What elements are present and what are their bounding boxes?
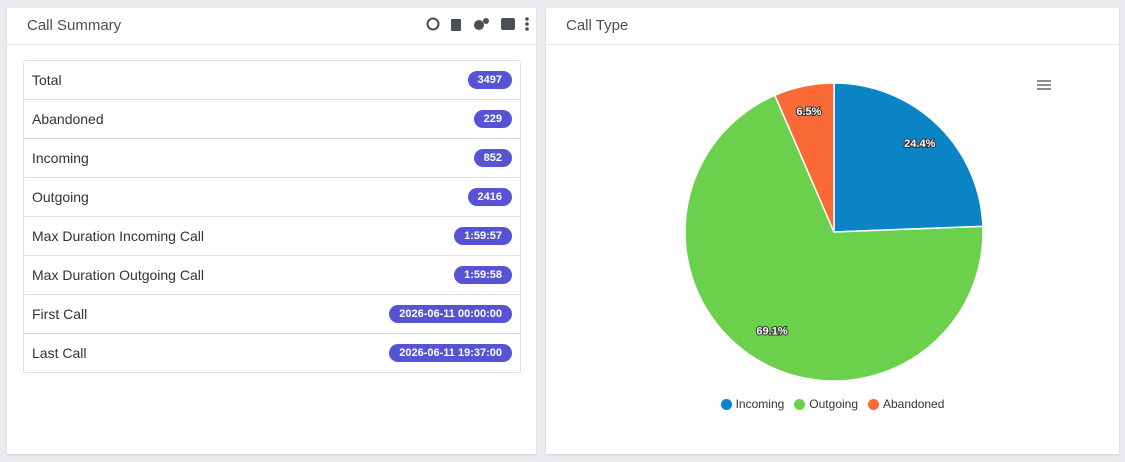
legend: Incoming Outgoing Abandoned (546, 397, 1119, 411)
row-badge: 852 (473, 149, 512, 167)
row-label: Max Duration Outgoing Call (32, 267, 204, 283)
chart-menu[interactable] (1037, 80, 1051, 90)
legend-marker (794, 398, 806, 410)
summary-row: Incoming 852 (24, 139, 520, 178)
panel-header: Call Type (546, 8, 1119, 45)
data-label: 6.5% (796, 106, 821, 118)
legend-label: Abandoned (883, 397, 945, 411)
row-badge: 1:59:57 (454, 227, 512, 245)
summary-list: Total 3497 Abandoned 229 Incoming 852 Outgoing… (23, 60, 521, 373)
legend-label: Outgoing (809, 397, 858, 411)
chart: 24.4% 69.1% 6.5% (684, 80, 1051, 382)
row-badge: 2026-06-11 00:00:00 (389, 305, 512, 323)
row-label: Max Duration Incoming Call (32, 228, 204, 244)
row-badge: 3497 (467, 71, 512, 89)
summary-row: Total 3497 (24, 61, 520, 100)
row-label: Total (32, 72, 62, 88)
legend-item[interactable]: Abandoned (868, 397, 944, 411)
pie-slice (684, 94, 984, 382)
chart-title: Call Type (566, 17, 629, 34)
row-badge: 2026-06-11 19:37:00 (389, 344, 512, 362)
row-badge: 2416 (467, 188, 512, 206)
settings-icon[interactable] (474, 20, 484, 30)
row-label: Last Call (32, 345, 87, 361)
legend-label: Incoming (735, 397, 785, 411)
summary-row: Max Duration Incoming Call 1:59:57 (24, 217, 520, 256)
card-icon[interactable] (501, 18, 515, 30)
data-label: 24.4% (904, 138, 935, 150)
summary-row: Last Call 2026-06-11 19:37:00 (24, 334, 520, 372)
pie-slice (773, 82, 835, 233)
summary-row: First Call 2026-06-11 00:00:00 (24, 295, 520, 334)
chart-panel: Call Type 24.4% 69.1% 6.5% Incoming Outgoin… (546, 8, 1119, 454)
row-label: First Call (32, 306, 88, 322)
delete-icon[interactable] (451, 19, 461, 31)
row-badge: 1:59:58 (454, 266, 512, 284)
row-label: Outgoing (32, 189, 89, 205)
pie-slice (833, 82, 984, 233)
legend-marker (720, 398, 732, 410)
panel-title: Call Summary (27, 17, 122, 34)
legend-item[interactable]: Incoming (720, 397, 785, 411)
summary-panel: Call Summary Total 3497 Abandoned 229 Incomi… (7, 8, 536, 454)
summary-row: Max Duration Outgoing Call 1:59:58 (24, 256, 520, 295)
refresh-icon[interactable] (426, 17, 440, 31)
row-label: Incoming (32, 150, 89, 166)
summary-row: Abandoned 229 (24, 100, 520, 139)
toolbar (426, 17, 529, 31)
legend-item[interactable]: Outgoing (794, 397, 858, 411)
summary-row: Outgoing 2416 (24, 178, 520, 217)
data-label: 69.1% (756, 325, 787, 337)
row-badge: 229 (473, 110, 512, 128)
panel-header: Call Summary (7, 8, 536, 45)
legend-marker (868, 398, 879, 410)
menu-icon[interactable] (525, 17, 529, 21)
row-label: Abandoned (32, 111, 104, 127)
